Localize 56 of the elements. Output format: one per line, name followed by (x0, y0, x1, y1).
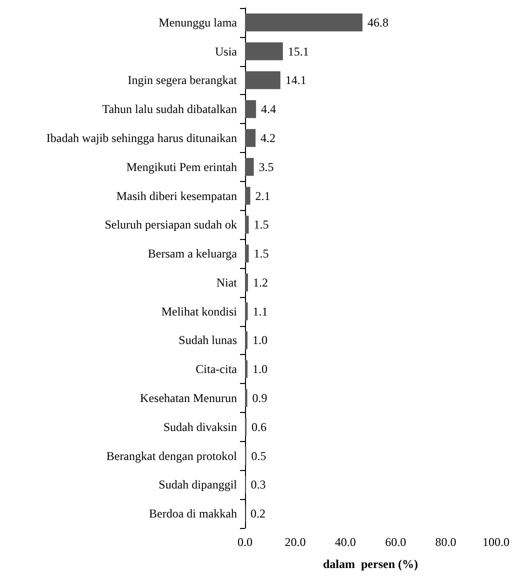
y-tick-label: Bersam a keluarga (148, 246, 238, 261)
data-label: 0.3 (250, 478, 266, 492)
y-tick-label: Melihat kondisi (161, 304, 238, 318)
data-label: 1.1 (252, 304, 268, 318)
bar (245, 273, 248, 292)
data-label: 1.0 (252, 362, 268, 376)
y-tick-label: Kesehatan Menurun (140, 391, 237, 405)
bar (245, 216, 249, 234)
data-label: 0.6 (252, 420, 267, 434)
y-tick-label: Niat (216, 275, 238, 290)
x-tick-label: 40.0 (334, 535, 356, 549)
bar (245, 71, 280, 90)
data-label: 1.5 (254, 246, 269, 261)
data-label: 3.5 (258, 160, 274, 174)
y-tick-label: Berdoa di makkah (149, 506, 237, 521)
data-label: 1.0 (252, 333, 268, 348)
y-tick-label: Menunggu lama (158, 15, 238, 30)
bar (245, 186, 250, 205)
y-tick-label: Sudah divaksin (163, 420, 237, 434)
data-label: 1.2 (253, 275, 268, 290)
y-tick-label: Sudah dipanggil (158, 478, 238, 492)
bar (245, 158, 254, 176)
data-label: 4.4 (261, 102, 276, 116)
data-label: 46.8 (367, 15, 388, 30)
y-tick-label: Seluruh persiapan sudah ok (104, 218, 237, 232)
y-tick-label: Cita-cita (196, 362, 238, 376)
y-tick-label: Sudah lunas (178, 333, 238, 348)
data-label: 4.2 (260, 131, 276, 145)
bar (245, 302, 248, 320)
data-label: 0.2 (250, 506, 266, 521)
y-tick-label: Ibadah wajib sehingga harus ditunaikan (46, 131, 237, 145)
y-tick-label: Mengikuti Pem erintah (126, 160, 237, 174)
data-label: 2.1 (255, 188, 270, 203)
data-label: 0.5 (251, 448, 266, 463)
bar (245, 13, 362, 32)
y-tick-label: Masih diberi kesempatan (116, 188, 237, 203)
x-tick-label: 0.0 (238, 535, 252, 549)
data-label: 14.1 (285, 73, 306, 88)
y-tick-label: Tahun lalu sudah dibatalkan (102, 102, 237, 116)
x-tick-label: 80.0 (435, 535, 456, 549)
data-label: 15.1 (288, 44, 309, 58)
y-tick-label: Ingin segera berangkat (128, 73, 238, 88)
data-label: 0.9 (252, 391, 268, 405)
y-tick-label: Usia (215, 44, 238, 58)
bar (245, 129, 256, 147)
x-tick-label: 60.0 (385, 535, 406, 549)
bar (245, 244, 249, 263)
bar (245, 360, 248, 378)
data-label: 1.5 (254, 218, 269, 232)
x-tick-label: 100.0 (482, 535, 510, 549)
x-tick-label: 20.0 (284, 535, 306, 549)
bar (245, 42, 283, 60)
x-axis-title: dalam persen (%) (323, 557, 418, 571)
bar (245, 331, 248, 350)
y-tick-label: Berangkat dengan protokol (106, 448, 238, 463)
bar (245, 100, 256, 118)
